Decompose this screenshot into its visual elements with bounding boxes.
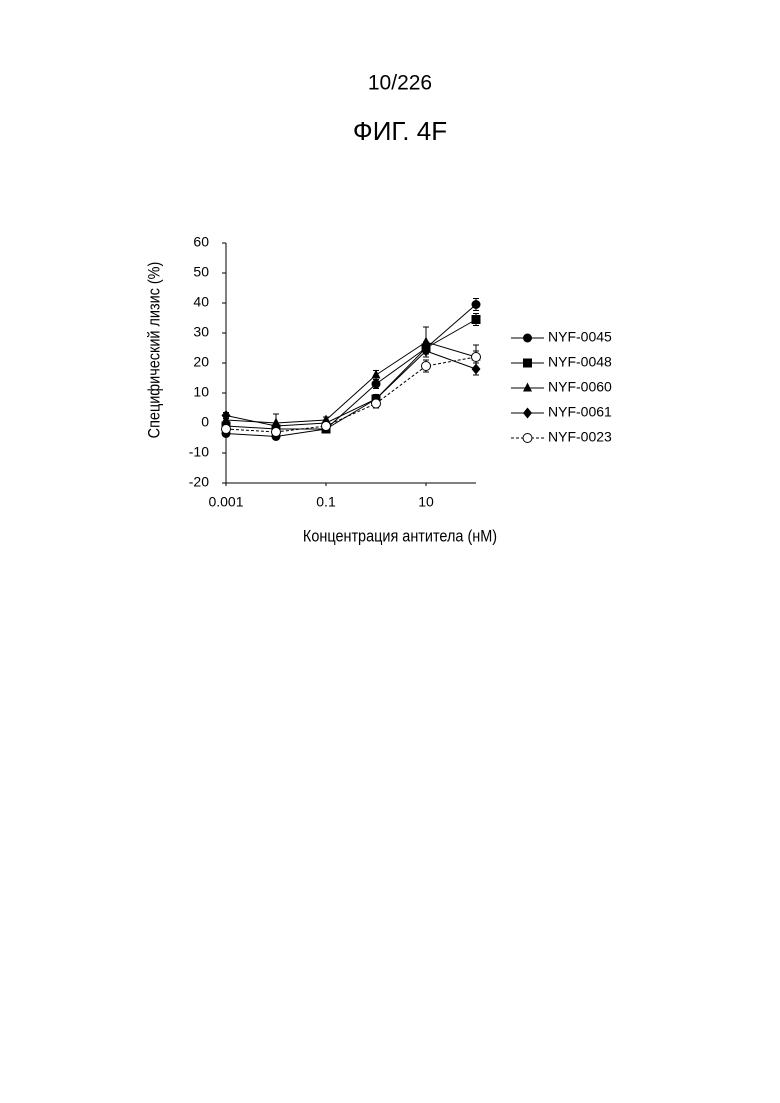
y-tick-label: 40 — [193, 294, 209, 310]
y-tick-label: 60 — [193, 234, 209, 250]
y-axis-label: Специфический лизис (%) — [145, 262, 163, 439]
marker — [372, 370, 381, 379]
x-tick-label: 0.1 — [316, 494, 336, 510]
series-line — [226, 320, 476, 430]
page: {"page_number": "10/226", "figure_label"… — [0, 0, 780, 1103]
legend-label: NYF-0023 — [548, 429, 612, 445]
marker — [523, 408, 532, 419]
y-tick-label: 20 — [193, 354, 209, 370]
x-tick-label: 10 — [418, 494, 434, 510]
x-axis-label: Концентрация антитела (нМ) — [303, 527, 497, 545]
y-tick-label: 30 — [193, 324, 209, 340]
legend-label: NYF-0061 — [548, 404, 612, 420]
y-tick-label: 0 — [201, 414, 209, 430]
marker — [422, 362, 431, 371]
marker — [222, 425, 231, 434]
marker — [523, 334, 532, 343]
marker — [523, 434, 532, 443]
marker — [372, 380, 381, 389]
marker — [272, 428, 281, 437]
marker — [472, 300, 481, 309]
y-tick-label: -10 — [189, 444, 209, 460]
y-tick-label: 10 — [193, 384, 209, 400]
marker — [422, 337, 431, 346]
marker — [222, 410, 231, 421]
x-tick-label: 0.001 — [208, 494, 243, 510]
legend-label: NYF-0048 — [548, 354, 612, 370]
marker — [523, 383, 532, 392]
marker — [472, 353, 481, 362]
marker — [372, 399, 381, 408]
y-tick-label: -20 — [189, 474, 209, 490]
series-line — [226, 357, 476, 432]
page-number: 10/226 — [368, 72, 432, 95]
series-line — [226, 305, 476, 437]
legend-label: NYF-0045 — [548, 329, 612, 345]
y-tick-label: 50 — [193, 264, 209, 280]
figure-label: ФИГ. 4F — [353, 116, 447, 146]
marker — [523, 359, 532, 368]
legend-label: NYF-0060 — [548, 379, 612, 395]
page-canvas: 10/226 ФИГ. 4F Концентрация антитела (нМ… — [0, 0, 780, 1103]
marker — [472, 315, 481, 324]
marker — [322, 422, 331, 431]
